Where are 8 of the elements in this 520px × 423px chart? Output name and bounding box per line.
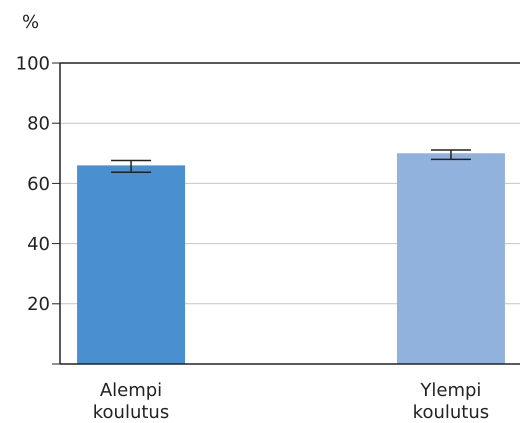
y-tick-label: 100 bbox=[16, 53, 50, 74]
y-tick-label: 80 bbox=[27, 114, 50, 135]
y-axis-title: % bbox=[22, 12, 40, 33]
x-tick-label: Ylempi koulutus bbox=[412, 380, 490, 423]
x-tick-label: Alempi koulutus bbox=[92, 380, 170, 423]
y-tick-label: 40 bbox=[27, 234, 50, 255]
y-tick-label: 20 bbox=[27, 294, 50, 316]
y-tick-label: 60 bbox=[27, 174, 50, 195]
